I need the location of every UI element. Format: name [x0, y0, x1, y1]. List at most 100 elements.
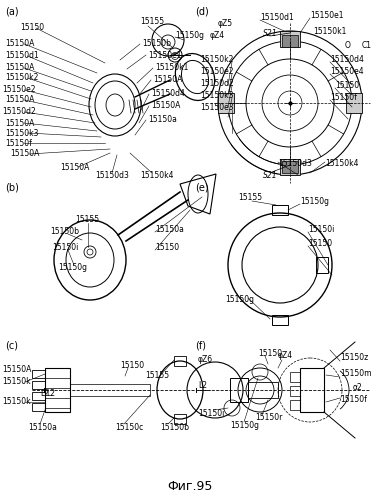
Text: O: O	[345, 42, 351, 50]
Text: 15155: 15155	[140, 18, 164, 26]
Bar	[32, 403, 45, 411]
Text: 15150f: 15150f	[340, 396, 367, 404]
Text: 15150b: 15150b	[142, 40, 171, 48]
Text: 15150e2: 15150e2	[2, 86, 35, 94]
Text: 15150k: 15150k	[2, 378, 31, 386]
Bar	[230, 378, 248, 402]
Text: 15150e3: 15150e3	[200, 104, 234, 112]
Text: 15150d1: 15150d1	[5, 52, 39, 60]
Text: 15150b: 15150b	[160, 422, 189, 432]
Bar	[282, 161, 298, 173]
Text: 15150d1: 15150d1	[260, 14, 294, 22]
Text: (a): (a)	[5, 7, 19, 17]
Text: 15150f: 15150f	[330, 94, 357, 102]
Text: 15150r: 15150r	[255, 414, 282, 422]
Text: (f): (f)	[195, 340, 206, 350]
Bar	[290, 372, 300, 382]
Text: 15150f: 15150f	[5, 138, 32, 147]
Text: 15150g: 15150g	[300, 198, 329, 206]
Text: 15150g: 15150g	[225, 296, 254, 304]
Text: 15150k2: 15150k2	[200, 56, 233, 64]
Text: 15150k4: 15150k4	[325, 160, 358, 168]
Text: (b): (b)	[5, 183, 19, 193]
Text: 15150k3: 15150k3	[5, 128, 38, 138]
Text: 15155: 15155	[75, 216, 99, 224]
Text: 15155: 15155	[238, 194, 262, 202]
Text: 15150A: 15150A	[5, 64, 34, 72]
Text: 15150e4: 15150e4	[330, 68, 364, 76]
Text: 15150a: 15150a	[28, 422, 57, 432]
Bar	[280, 159, 300, 175]
Bar	[32, 392, 45, 400]
Bar	[70, 384, 150, 396]
Text: 15150g: 15150g	[175, 30, 204, 40]
Text: 15150g: 15150g	[58, 264, 87, 272]
Text: S21: S21	[263, 28, 278, 38]
Bar	[45, 368, 70, 412]
Text: 15150d3: 15150d3	[278, 160, 312, 168]
Text: 15150e1: 15150e1	[310, 12, 344, 20]
Text: 15150k4: 15150k4	[140, 170, 174, 179]
Bar	[218, 93, 234, 113]
Text: 15150b: 15150b	[50, 228, 79, 236]
Text: 15150a: 15150a	[155, 226, 184, 234]
Text: φZ4: φZ4	[278, 352, 293, 360]
Text: 15150k1: 15150k1	[155, 64, 188, 72]
Text: S21: S21	[263, 170, 278, 179]
Text: 15150d4: 15150d4	[151, 90, 185, 98]
Bar	[316, 257, 328, 273]
Text: φZ5: φZ5	[218, 20, 233, 28]
Text: φZ4: φZ4	[210, 32, 225, 40]
Text: L2: L2	[46, 390, 55, 398]
Text: 15150z: 15150z	[340, 354, 368, 362]
Text: 15150i: 15150i	[52, 244, 78, 252]
Text: (c): (c)	[5, 340, 18, 350]
Text: φZ6: φZ6	[198, 356, 213, 364]
Bar	[272, 315, 288, 325]
Text: 15150i: 15150i	[198, 408, 224, 418]
Text: 15150k: 15150k	[2, 398, 31, 406]
Bar	[280, 31, 300, 47]
Text: 15150A: 15150A	[5, 40, 34, 48]
Text: 15150g: 15150g	[230, 420, 259, 430]
Text: α2: α2	[353, 384, 363, 392]
Text: 15150c: 15150c	[115, 422, 143, 432]
Text: 15150A: 15150A	[60, 162, 89, 172]
Text: 15150k3: 15150k3	[200, 92, 233, 100]
Bar	[290, 400, 300, 410]
Text: 15150: 15150	[335, 82, 359, 90]
Text: 15150k2: 15150k2	[5, 74, 38, 82]
Text: 15150e1: 15150e1	[148, 50, 182, 59]
Text: L2: L2	[40, 388, 49, 398]
Text: 15150: 15150	[155, 244, 179, 252]
Text: 15150a: 15150a	[148, 116, 177, 124]
Text: 15150A: 15150A	[10, 150, 40, 158]
Text: L2: L2	[198, 382, 207, 390]
Text: 15150A: 15150A	[2, 366, 32, 374]
Text: Фиг.95: Фиг.95	[167, 480, 213, 494]
Text: 15150m: 15150m	[340, 370, 372, 378]
Bar	[300, 368, 324, 412]
Text: 15150d4: 15150d4	[330, 56, 364, 64]
Bar	[290, 386, 300, 396]
Text: 15150d3: 15150d3	[95, 170, 129, 179]
Text: 15155: 15155	[145, 370, 169, 380]
Text: 15150: 15150	[120, 360, 144, 370]
Text: 15150: 15150	[258, 348, 282, 358]
Text: 15150d2: 15150d2	[2, 108, 36, 116]
Text: 15150d2: 15150d2	[200, 80, 234, 88]
Bar	[282, 35, 298, 47]
Text: C1: C1	[362, 42, 372, 50]
Text: 15150: 15150	[20, 24, 44, 32]
Text: 15150k1: 15150k1	[313, 28, 347, 36]
Bar	[174, 414, 186, 424]
Text: 15150i: 15150i	[308, 226, 334, 234]
Bar	[32, 370, 45, 378]
Bar	[248, 382, 278, 398]
Text: 15150e2: 15150e2	[200, 68, 233, 76]
Text: 15150A: 15150A	[151, 102, 180, 110]
Bar	[32, 381, 45, 389]
Bar	[346, 93, 362, 113]
Text: (d): (d)	[195, 7, 209, 17]
Text: 15150: 15150	[308, 240, 332, 248]
